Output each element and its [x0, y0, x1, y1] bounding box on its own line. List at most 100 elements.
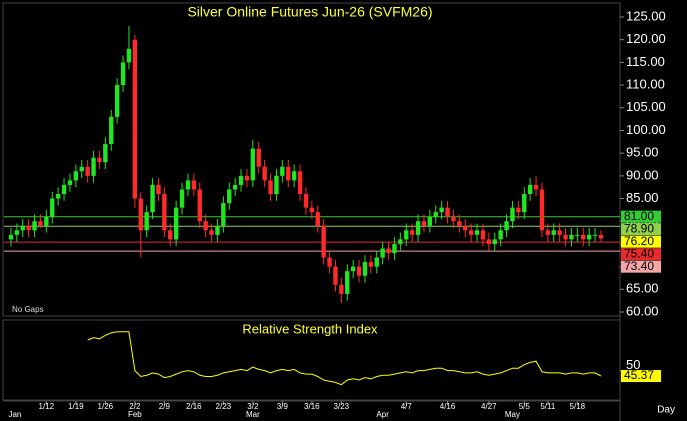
x-tick-label: 2/16 — [186, 402, 202, 411]
candle-body — [321, 225, 326, 258]
candle-body — [504, 221, 509, 231]
level-label-box — [621, 260, 661, 273]
candle-body — [50, 198, 55, 217]
chart-title: Silver Online Futures Jun-26 (SVFM26) — [187, 4, 432, 20]
candle-body — [150, 184, 155, 213]
candle-body — [44, 216, 49, 226]
candle-body — [286, 166, 291, 181]
candle-body — [315, 212, 320, 226]
candle-body — [191, 180, 197, 190]
candle-body — [392, 243, 397, 253]
candle-body — [138, 198, 143, 231]
candle-body — [404, 230, 409, 240]
y-tick-label: 125.00 — [626, 8, 666, 23]
candle-body — [468, 230, 474, 235]
candle-body — [103, 144, 108, 163]
candle-body — [480, 230, 486, 240]
candle-body — [356, 266, 362, 276]
candle-body — [539, 189, 545, 231]
candle-body — [409, 230, 415, 235]
candle-body — [291, 171, 297, 181]
candle-body — [67, 180, 73, 185]
candle-body — [498, 230, 503, 240]
candle-body — [162, 194, 167, 231]
y-tick-label: 85.00 — [626, 190, 659, 205]
level-label: 78.90 — [624, 221, 654, 235]
candle-body — [14, 230, 20, 235]
rsi-title: Relative Strength Index — [242, 321, 378, 336]
candle-body — [232, 184, 238, 190]
candle-body — [527, 184, 533, 194]
candle-body — [91, 157, 96, 176]
candle-body — [374, 257, 379, 267]
candle-body — [451, 216, 456, 222]
candle-body — [415, 221, 421, 235]
candle-body — [586, 234, 592, 240]
y-tick-label: 60.00 — [626, 303, 659, 318]
x-tick-label: 5/5 — [519, 402, 531, 411]
candle-body — [55, 194, 61, 199]
x-tick-label: 2/2 — [129, 402, 141, 411]
candle-body — [209, 230, 214, 235]
candle-body — [592, 234, 598, 236]
x-tick-label: 5/18 — [570, 402, 586, 411]
note: No Gaps — [12, 305, 44, 314]
x-tick-label: 4/7 — [401, 402, 413, 411]
candle-body — [569, 234, 574, 240]
candle-body — [362, 262, 368, 276]
candle-body — [309, 207, 315, 213]
candle-body — [339, 284, 344, 294]
candle-body — [244, 175, 250, 181]
y-tick-label: 105.00 — [626, 99, 666, 114]
candle-body — [433, 212, 438, 217]
candle-body — [173, 207, 179, 240]
candle-body — [221, 203, 226, 226]
candle-body — [350, 266, 356, 272]
x-tick-label: 2/9 — [159, 402, 171, 411]
candle-body — [168, 230, 173, 240]
candle-body — [238, 175, 244, 185]
candle-body — [297, 171, 303, 194]
y-tick-label: 120.00 — [626, 31, 666, 46]
candle-body — [445, 207, 450, 217]
candle-body — [20, 225, 25, 231]
candle-body — [492, 239, 497, 244]
y-tick-label: 65.00 — [626, 281, 659, 296]
candle-body — [463, 225, 468, 231]
candle-body — [109, 116, 114, 145]
candle-body — [474, 230, 480, 235]
candle-body — [26, 225, 31, 231]
rsi-line — [87, 331, 602, 386]
y-tick-label: 115.00 — [626, 54, 665, 69]
candle-body — [598, 234, 604, 239]
candle-body — [327, 257, 332, 267]
y-tick-label: 110.00 — [626, 77, 665, 92]
level-label: 73.40 — [624, 259, 654, 273]
candle-body — [545, 230, 551, 235]
candle-body — [575, 234, 580, 236]
x-tick-label: 3/16 — [304, 402, 320, 411]
candle-body — [516, 207, 521, 213]
x-tick-label: 3/2 — [247, 402, 259, 411]
y-tick-label: 90.00 — [626, 167, 659, 182]
candle-body — [120, 62, 126, 86]
x-tick-label: 5/11 — [540, 402, 556, 411]
candle-body — [551, 230, 556, 235]
level-label: 76.20 — [624, 234, 654, 248]
x-tick-label: 4/16 — [440, 402, 456, 411]
candle-body — [61, 184, 67, 194]
candle-body — [144, 212, 149, 231]
candle-body — [380, 248, 385, 258]
candle-body — [8, 234, 14, 240]
candle-body — [185, 180, 191, 190]
x-tick-label: 3/9 — [277, 402, 289, 411]
candle-body — [386, 248, 391, 253]
candle-body — [457, 221, 462, 226]
candle-body — [156, 184, 161, 194]
candle-body — [114, 85, 120, 117]
candle-body — [126, 48, 132, 63]
candle-body — [421, 221, 427, 226]
rsi-tick-label: 50 — [626, 357, 640, 372]
candle-body — [486, 239, 492, 244]
month-label: Jan — [8, 410, 21, 419]
